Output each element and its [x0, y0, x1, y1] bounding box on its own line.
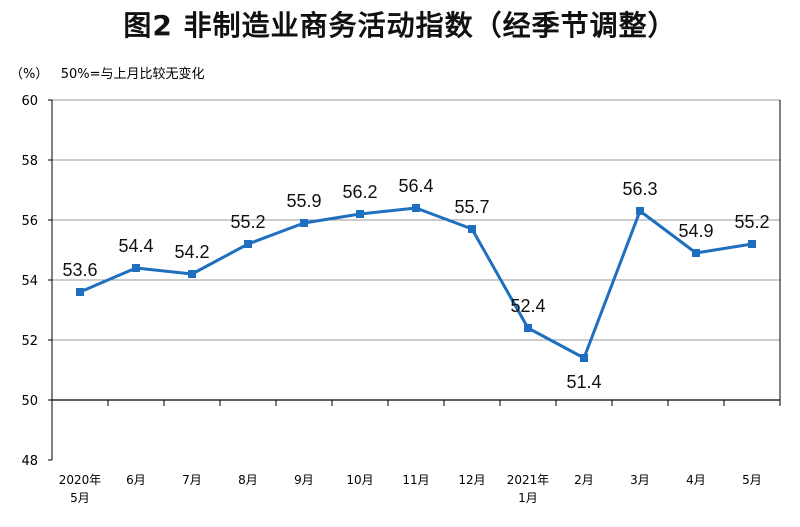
- data-label: 56.3: [622, 179, 657, 199]
- x-tick-label: 2020年: [59, 473, 102, 487]
- axis-layer: 48 50 52 54 56 58 60 2020年 5月 6月 7月 8月 9月 10月 11月 12月 20…: [21, 94, 781, 505]
- data-point: [76, 288, 84, 296]
- x-tick-label: 6月: [126, 473, 146, 487]
- y-tick-label: 56: [21, 214, 38, 229]
- data-label: 56.2: [342, 182, 377, 202]
- unit-label: （%）: [10, 67, 49, 82]
- x-tick-label: 5月: [70, 491, 90, 505]
- chart-title: 图2 非制造业商务活动指数（经季节调整）: [123, 9, 677, 42]
- y-tick-label: 50: [21, 394, 38, 409]
- data-point: [244, 240, 252, 248]
- series-layer: [76, 204, 756, 362]
- data-label: 56.4: [398, 176, 433, 196]
- data-point: [524, 324, 532, 332]
- data-label: 54.4: [118, 236, 153, 256]
- data-point: [132, 264, 140, 272]
- data-label: 53.6: [62, 260, 97, 280]
- baseline-note: 50%=与上月比较无变化: [60, 67, 205, 82]
- x-tick-label: 9月: [294, 473, 314, 487]
- data-label: 52.4: [510, 296, 545, 316]
- label-layer: 53.6 54.4 54.2 55.2 55.9 56.2 56.4 55.7 52.4 51.4…: [62, 176, 769, 392]
- data-label: 55.9: [286, 191, 321, 211]
- y-tick-label: 54: [21, 274, 38, 289]
- data-point: [412, 204, 420, 212]
- data-point: [692, 249, 700, 257]
- x-tick-label: 7月: [182, 473, 202, 487]
- x-tick-label: 12月: [458, 473, 485, 487]
- x-tick-label: 2021年: [507, 473, 550, 487]
- data-point: [468, 225, 476, 233]
- data-label: 51.4: [566, 372, 601, 392]
- series-line: [79, 206, 753, 360]
- unit-note: （%） 50%=与上月比较无变化: [10, 63, 205, 82]
- data-point: [580, 354, 588, 362]
- data-point: [748, 240, 756, 248]
- grid-layer: [52, 99, 780, 401]
- y-tick-label: 60: [21, 94, 38, 109]
- y-tick-label: 52: [21, 334, 38, 349]
- x-tick-label: 11月: [402, 473, 429, 487]
- data-point: [300, 219, 308, 227]
- data-label: 54.2: [174, 242, 209, 262]
- x-tick-label: 3月: [630, 473, 650, 487]
- x-tick-label: 5月: [742, 473, 762, 487]
- x-tick-label: 4月: [686, 473, 706, 487]
- y-tick-label: 48: [21, 454, 38, 469]
- data-label: 54.9: [678, 221, 713, 241]
- x-tick-label: 2月: [574, 473, 594, 487]
- data-point: [636, 207, 644, 215]
- y-tick-label: 58: [21, 154, 38, 169]
- x-tick-label: 10月: [346, 473, 373, 487]
- data-label: 55.2: [734, 212, 769, 232]
- data-point: [188, 270, 196, 278]
- x-tick-label: 8月: [238, 473, 258, 487]
- data-label: 55.7: [454, 197, 489, 217]
- x-tick-label: 1月: [518, 491, 538, 505]
- data-point: [356, 210, 364, 218]
- data-label: 55.2: [230, 212, 265, 232]
